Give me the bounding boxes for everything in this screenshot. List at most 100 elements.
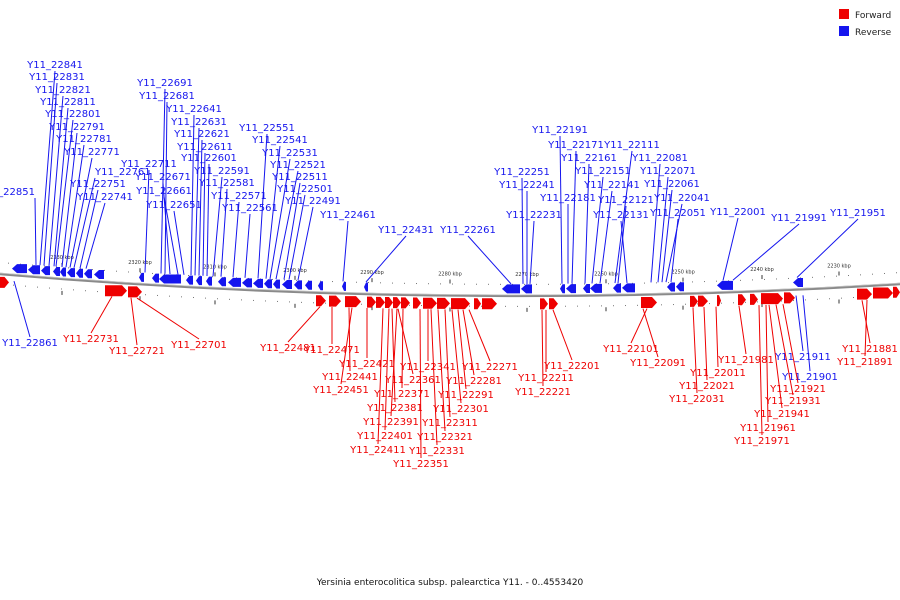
gene-label[interactable]: Y11_22261 (439, 225, 496, 236)
gene-label[interactable]: Y11_22151 (574, 166, 631, 177)
gene-arrow[interactable] (105, 285, 127, 297)
gene-label[interactable]: Y11_22351 (392, 459, 449, 470)
gene-label[interactable]: Y11_22101 (602, 344, 659, 355)
gene-label[interactable]: Y11_22861 (1, 338, 58, 349)
gene-arrow[interactable] (717, 280, 733, 290)
gene-arrow[interactable] (566, 284, 576, 294)
gene-label[interactable]: Y11_22471 (303, 345, 360, 356)
gene-label[interactable]: Y11_22631 (170, 117, 227, 128)
gene-arrow[interactable] (784, 292, 795, 304)
gene-arrow[interactable] (28, 265, 40, 275)
gene-arrow[interactable] (329, 295, 341, 307)
gene-label[interactable]: Y11_21991 (770, 213, 827, 224)
gene-label[interactable]: Y11_22501 (276, 184, 333, 195)
gene-label[interactable]: Y11_22231 (505, 210, 562, 221)
gene-arrow[interactable] (0, 276, 9, 288)
gene-arrow[interactable] (376, 296, 385, 308)
gene-label[interactable]: Y11_21961 (739, 423, 796, 434)
gene-label[interactable]: Y11_22821 (34, 85, 91, 96)
gene-label[interactable]: Y11_21921 (769, 384, 826, 395)
gene-arrow[interactable] (750, 293, 758, 305)
gene-label[interactable]: Y11_21901 (781, 372, 838, 383)
gene-label[interactable]: Y11_22701 (170, 340, 227, 351)
gene-label[interactable]: Y11_22751 (69, 179, 126, 190)
gene-label[interactable]: Y11_22241 (498, 180, 555, 191)
gene-label[interactable]: Y11_22191 (531, 125, 588, 136)
gene-label[interactable]: Y11_22621 (173, 129, 230, 140)
gene-arrow[interactable] (316, 295, 326, 307)
gene-arrow[interactable] (583, 283, 590, 293)
gene-arrow[interactable] (423, 297, 437, 309)
gene-label[interactable]: Y11_22551 (238, 123, 295, 134)
gene-arrow[interactable] (294, 280, 302, 290)
gene-arrow[interactable] (401, 297, 410, 309)
gene-label[interactable]: Y11_22171 (547, 140, 604, 151)
gene-label[interactable]: Y11_21891 (836, 357, 893, 368)
gene-arrow[interactable] (282, 280, 292, 290)
gene-arrow[interactable] (318, 281, 323, 291)
gene-arrow[interactable] (84, 269, 92, 279)
gene-label[interactable]: Y11_22661 (135, 186, 192, 197)
gene-arrow[interactable] (94, 270, 104, 280)
gene-arrow[interactable] (613, 283, 621, 293)
gene-arrow[interactable] (857, 288, 872, 300)
gene-label[interactable]: Y11_22111 (603, 140, 660, 151)
gene-label[interactable]: Y11_22041 (653, 193, 710, 204)
gene-label[interactable]: Y11_22761 (94, 167, 151, 178)
gene-label[interactable]: Y11_22401 (356, 431, 413, 442)
gene-label[interactable]: Y11_22781 (55, 134, 112, 145)
gene-label[interactable]: Y11_22711 (120, 159, 177, 170)
gene-label[interactable]: Y11_22431 (377, 225, 434, 236)
gene-label[interactable]: Y11_22651 (145, 200, 202, 211)
gene-label[interactable]: Y11_22201 (543, 361, 600, 372)
gene-arrow[interactable] (641, 296, 657, 308)
gene-label[interactable]: Y11_22671 (134, 172, 191, 183)
gene-label[interactable]: Y11_22451 (312, 385, 369, 396)
gene-arrow[interactable] (345, 296, 361, 308)
gene-arrow[interactable] (451, 298, 470, 310)
gene-label[interactable]: Y11_22281 (445, 376, 502, 387)
gene-arrow[interactable] (873, 287, 893, 299)
gene-label[interactable]: Y11_22141 (583, 180, 640, 191)
gene-label[interactable]: Y11_22371 (373, 389, 430, 400)
gene-arrow[interactable] (186, 275, 193, 285)
gene-label[interactable]: Y11_22071 (639, 166, 696, 177)
gene-arrow[interactable] (717, 295, 721, 307)
gene-label[interactable]: Y11_22571 (210, 191, 267, 202)
gene-arrow[interactable] (53, 267, 60, 277)
gene-label[interactable]: Y11_22481 (259, 343, 316, 354)
gene-arrow[interactable] (264, 279, 272, 289)
gene-label[interactable]: Y11_22321 (416, 432, 473, 443)
gene-arrow[interactable] (622, 283, 635, 293)
gene-label[interactable]: Y11_22311 (421, 418, 478, 429)
gene-label[interactable]: Y11_22021 (678, 381, 735, 392)
gene-label[interactable]: Y11_21911 (774, 352, 831, 363)
gene-label[interactable]: Y11_22421 (338, 359, 395, 370)
gene-label[interactable]: Y11_22161 (560, 153, 617, 164)
gene-label[interactable]: Y11_22721 (108, 346, 165, 357)
gene-arrow[interactable] (437, 297, 450, 309)
gene-label[interactable]: Y11_22581 (198, 178, 255, 189)
gene-label[interactable]: Y11_22531 (261, 148, 318, 159)
gene-arrow[interactable] (242, 278, 252, 288)
gene-arrow[interactable] (342, 281, 346, 291)
gene-label[interactable]: Y11_22411 (349, 445, 406, 456)
gene-arrow[interactable] (549, 298, 558, 310)
gene-arrow[interactable] (690, 295, 698, 307)
gene-label[interactable]: Y11_22271 (461, 362, 518, 373)
gene-label[interactable]: Y11_22221 (514, 387, 571, 398)
gene-arrow[interactable] (413, 297, 421, 309)
gene-arrow[interactable] (41, 266, 50, 276)
gene-label[interactable]: Y11_22511 (271, 172, 328, 183)
gene-label[interactable]: Y11_22591 (193, 166, 250, 177)
gene-arrow[interactable] (540, 298, 548, 310)
gene-label[interactable]: Y11_22741 (76, 192, 133, 203)
gene-label[interactable]: Y11_22851 (0, 187, 35, 198)
gene-label[interactable]: Y11_22641 (165, 104, 222, 115)
gene-label[interactable]: Y11_22091 (629, 358, 686, 369)
gene-label[interactable]: Y11_22491 (284, 196, 341, 207)
gene-label[interactable]: Y11_22251 (493, 167, 550, 178)
gene-arrow[interactable] (218, 277, 226, 287)
gene-arrow[interactable] (793, 277, 803, 287)
gene-arrow[interactable] (385, 297, 393, 309)
